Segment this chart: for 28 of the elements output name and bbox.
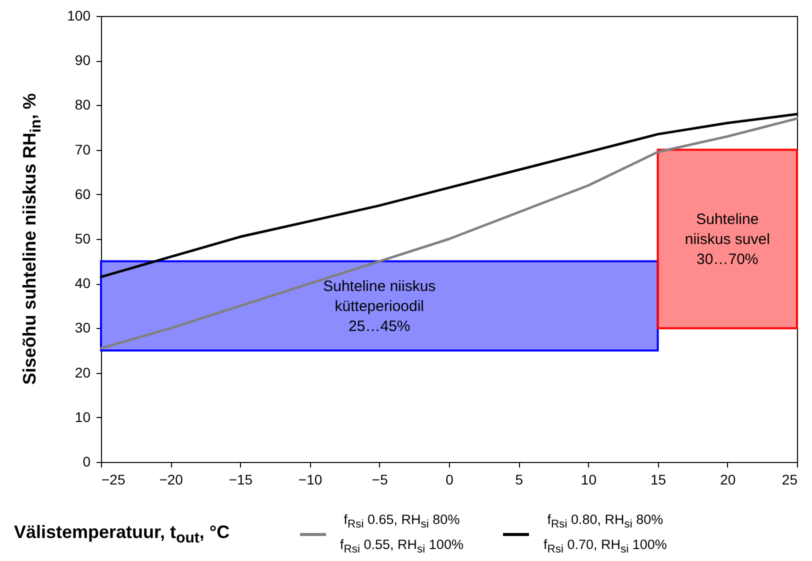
y-tick-label: 50 <box>74 230 91 246</box>
line-series <box>100 117 798 350</box>
band-label: Suhteline niiskus kütteperioodil 25…45% <box>323 278 436 335</box>
y-tick-label: 30 <box>74 320 91 336</box>
x-tick-label: −15 <box>228 472 253 488</box>
y-tick-label: 10 <box>74 408 91 425</box>
y-tick-label: 100 <box>67 8 91 24</box>
y-tick-label: 90 <box>74 52 91 68</box>
x-tick-label: −10 <box>298 472 322 488</box>
x-tick-label: 5 <box>515 472 524 488</box>
x-tick-label: 20 <box>720 472 736 488</box>
y-tick-label: 60 <box>74 186 91 202</box>
y-tick-label: 70 <box>74 141 91 158</box>
text: f$_{Rsi}$ 0.65, RH$_{si}$ 80% f$_{Rsi}$ 0.55, RH$_{si}$ 100% <box>340 512 464 556</box>
x-tick-label: −25 <box>102 472 126 488</box>
x-tick-label: 10 <box>580 472 597 488</box>
y-tick-label: 20 <box>74 364 91 380</box>
y-tick-label: 40 <box>74 275 91 292</box>
x-tick-label: −20 <box>159 472 184 488</box>
x-tick-label: −5 <box>372 472 388 488</box>
x-tick-label: 0 <box>446 472 454 488</box>
y-tick-label: 80 <box>74 96 91 113</box>
x-axis-title: Välistemperatuur, t$_{out}$, °C <box>14 522 230 547</box>
text: f$_{Rsi}$ 0.80, RH$_{si}$ 80% f$_{Rsi}$ 0.70, RH$_{si}$ 100% <box>543 512 667 556</box>
x-tick-label: 15 <box>650 472 666 488</box>
x-tick-label: 25 <box>782 472 798 488</box>
band-label: Suhteline niiskus suvel 30…70% <box>684 211 770 268</box>
y-tick-label: 0 <box>82 454 91 470</box>
